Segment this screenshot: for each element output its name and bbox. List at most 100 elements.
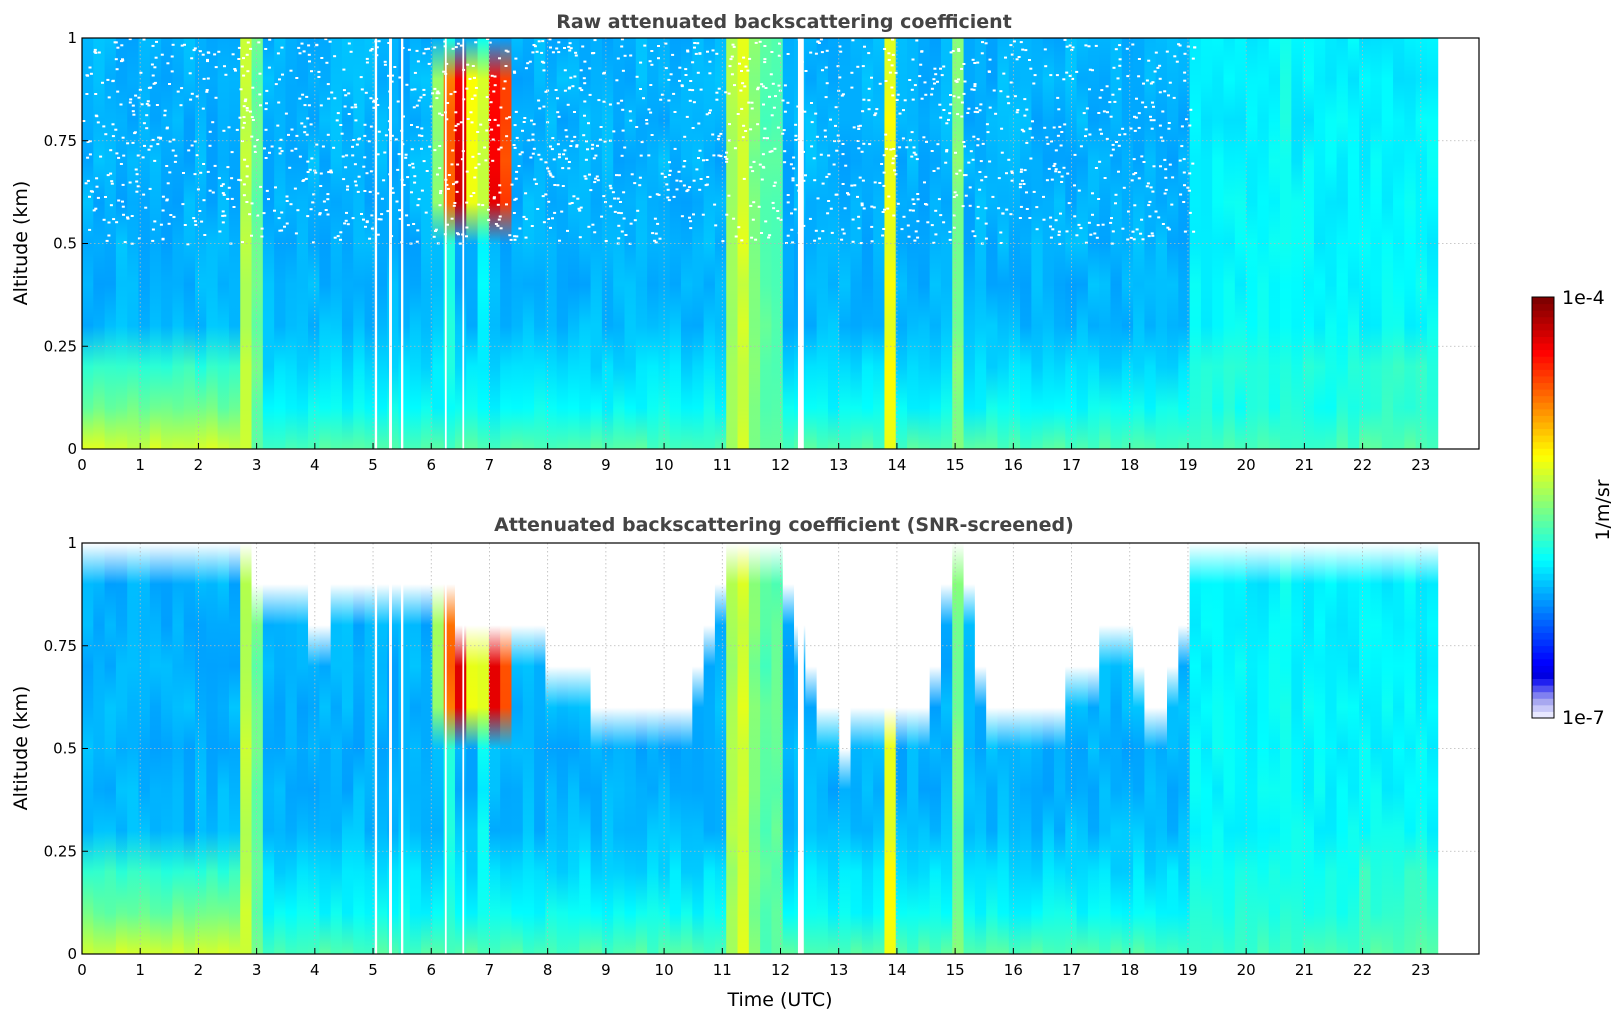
noise-speckle [242,57,245,60]
noise-speckle [1170,203,1174,206]
heatmap-column [1121,38,1134,449]
x-tick-label: 10 [655,456,674,474]
noise-speckle [356,190,360,193]
x-tick-label: 22 [1353,456,1372,474]
colorbar-band [1532,691,1554,699]
noise-speckle [1043,48,1047,51]
noise-speckle [145,127,149,130]
noise-speckle [398,217,402,220]
noise-speckle [803,110,807,113]
noise-speckle [708,60,712,63]
noise-speckle [639,88,642,90]
noise-speckle [242,121,246,124]
x-tick-label: 2 [194,456,204,474]
noise-speckle [657,45,660,47]
noise-speckle [411,166,415,169]
noise-speckle [583,114,586,117]
noise-speckle [916,193,920,195]
noise-speckle [274,186,277,189]
noise-speckle [1015,58,1019,61]
noise-speckle [529,156,533,159]
noise-speckle [218,230,222,233]
noise-speckle [910,88,914,91]
noise-speckle [281,73,284,76]
x-tick-label: 15 [946,456,965,474]
noise-speckle [1058,242,1062,245]
noise-speckle [190,144,194,147]
noise-speckle [449,93,453,96]
noise-speckle [948,238,952,241]
noise-speckle [563,47,566,49]
noise-speckle [684,68,688,71]
noise-speckle [551,217,554,220]
noise-speckle [1066,172,1070,175]
noise-speckle [657,57,660,60]
noise-speckle [1010,179,1014,182]
noise-speckle [1031,120,1034,123]
heatmap-column [1370,38,1383,449]
noise-speckle [593,181,597,184]
noise-speckle [217,177,221,180]
noise-speckle [161,195,165,198]
noise-speckle [1085,107,1089,110]
noise-speckle [377,130,381,133]
noise-speckle [153,220,157,223]
noise-speckle [635,75,639,78]
noise-speckle [682,184,686,187]
heatmap-column [1110,38,1123,449]
noise-speckle [110,180,114,183]
panel-title-raw: Raw attenuated backscattering coefficien… [556,11,1012,33]
noise-speckle [205,90,209,93]
noise-speckle [513,198,517,201]
noise-speckle [591,223,595,226]
noise-speckle [1167,94,1170,97]
noise-speckle [695,168,699,171]
heatmap-column [1415,543,1428,954]
noise-speckle [339,238,342,241]
noise-speckle [979,103,983,106]
noise-speckle [163,109,167,112]
noise-speckle [797,189,801,192]
noise-speckle [287,133,290,136]
noise-speckle [121,59,125,62]
noise-speckle [913,84,917,87]
noise-speckle [273,209,276,212]
noise-speckle [1183,184,1186,187]
noise-speckle [267,66,271,69]
noise-speckle [960,67,964,70]
noise-speckle [531,138,535,141]
noise-speckle [776,210,780,212]
noise-speckle [256,139,259,141]
noise-speckle [241,126,245,129]
noise-speckle [163,114,167,117]
noise-speckle [823,129,827,132]
noise-speckle [912,203,916,205]
noise-speckle [296,209,300,212]
noise-speckle [1110,217,1113,220]
heatmap-column [839,38,852,449]
noise-speckle [629,119,633,122]
noise-speckle [840,94,844,97]
noise-speckle [237,178,241,181]
noise-speckle [340,132,344,135]
noise-speckle [135,190,139,193]
noise-speckle [417,99,421,102]
noise-speckle [891,94,895,97]
noise-speckle [121,205,125,208]
noise-speckle [756,123,760,126]
noise-speckle [920,50,924,53]
noise-speckle [274,83,278,86]
noise-speckle [591,143,595,146]
x-tick-label: 19 [1178,961,1197,979]
noise-speckle [104,133,108,136]
noise-speckle [1052,126,1056,129]
noise-speckle [387,74,390,77]
noise-speckle [900,228,904,231]
noise-speckle [962,141,966,143]
noise-speckle [342,68,346,71]
noise-speckle [870,240,874,243]
noise-speckle [653,217,657,220]
noise-speckle [574,51,578,54]
noise-speckle [372,100,376,103]
noise-speckle [400,241,404,244]
